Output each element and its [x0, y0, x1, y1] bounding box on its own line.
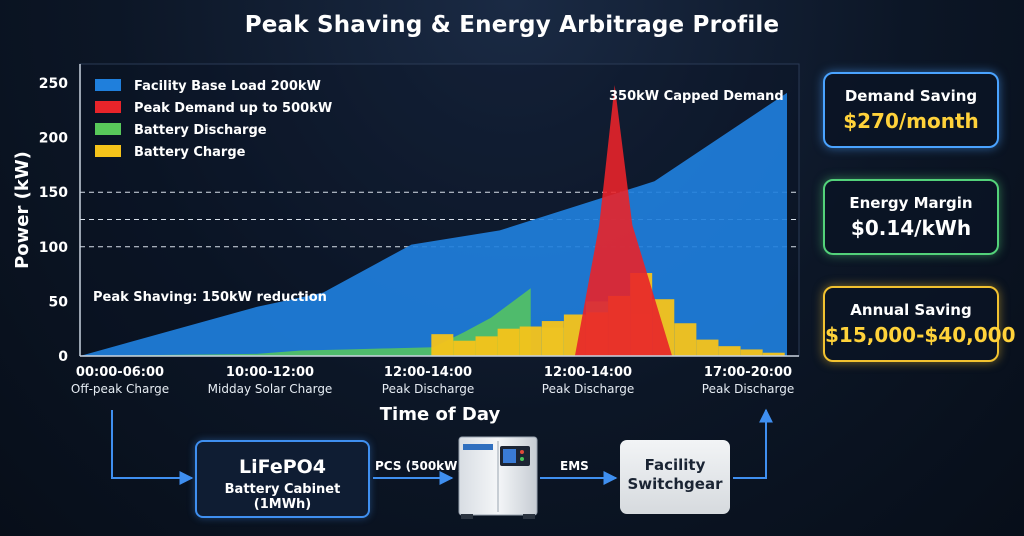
y-tick-labels: 0 50 100 150 200 250 — [39, 76, 68, 365]
kpi-value: $15,000-$40,000 — [825, 323, 1016, 347]
y-tick-label: 100 — [39, 240, 68, 256]
x-tick-time: 00:00-06:00 — [76, 365, 164, 380]
y-tick-label: 250 — [39, 76, 68, 92]
legend-label-battery-discharge: Battery Discharge — [134, 123, 267, 138]
series-layer — [80, 85, 787, 357]
pcs-label: PCS (500kW) — [375, 459, 463, 473]
legend-label-peak-demand: Peak Demand up to 500kW — [134, 101, 332, 116]
flow-arrow-to-battery — [111, 410, 194, 485]
x-tick-time: 17:00-20:00 — [704, 365, 792, 380]
kpi-value: $270/month — [843, 109, 979, 133]
y-tick-label: 0 — [58, 349, 68, 365]
charge-bar — [519, 326, 542, 356]
x-tick-labels: 00:00-06:00 Off-peak Charge 10:00-12:00 Mid… — [71, 365, 794, 396]
switchgear-line-2: Switchgear — [627, 475, 723, 493]
kpi-card-annual-saving: Annual Saving $15,000-$40,000 — [823, 286, 1016, 362]
pcs-cabinet-icon — [458, 436, 538, 519]
x-tick-label: Midday Solar Charge — [208, 382, 333, 396]
capped-demand-annotation: 350kW Capped Demand — [609, 89, 784, 104]
x-tick-label: Peak Discharge — [702, 382, 794, 396]
ems-label: EMS — [560, 459, 589, 473]
kpi-label: Energy Margin — [849, 194, 973, 212]
legend-label-base-load: Facility Base Load 200kW — [134, 79, 321, 94]
charge-bar — [453, 340, 476, 356]
x-tick-time: 10:00-12:00 — [226, 365, 314, 380]
charge-bar — [762, 352, 785, 356]
charge-bar — [475, 336, 498, 356]
charge-bar — [718, 346, 741, 356]
charge-bar — [541, 321, 564, 356]
charge-bar — [696, 339, 719, 356]
legend-swatch-battery-charge — [95, 145, 121, 157]
x-tick-time: 12:00-14:00 — [384, 365, 472, 380]
y-tick-label: 200 — [39, 131, 68, 147]
x-axis-title: Time of Day — [380, 404, 501, 425]
grid-lines — [80, 191, 799, 248]
charge-bar — [674, 323, 697, 356]
battery-subtitle: Battery Cabinet (1MWh) — [224, 482, 341, 512]
flow-arrow-to-discharge — [733, 408, 773, 479]
kpi-card-energy-margin: Energy Margin $0.14/kWh — [823, 179, 999, 255]
charge-bar — [740, 349, 763, 356]
kpi-label: Annual Saving — [850, 301, 972, 319]
legend-swatch-peak-demand — [95, 101, 121, 113]
y-tick-label: 150 — [39, 185, 68, 201]
kpi-label: Demand Saving — [844, 87, 978, 105]
switchgear-line-1: Facility — [644, 456, 706, 474]
legend: Facility Base Load 200kW Peak Demand up … — [95, 79, 332, 160]
x-tick-time: 12:00-14:00 — [544, 365, 632, 380]
legend-swatch-battery-discharge — [95, 123, 121, 135]
peak-shaving-annotation: Peak Shaving: 150kW reduction — [93, 290, 327, 305]
y-tick-label: 50 — [49, 294, 69, 310]
x-tick-label: Off-peak Charge — [71, 382, 169, 396]
x-tick-label: Peak Discharge — [382, 382, 474, 396]
legend-swatch-base-load — [95, 79, 121, 91]
switchgear-box: Facility Switchgear — [620, 440, 730, 514]
kpi-card-demand-saving: Demand Saving $270/month — [823, 72, 999, 148]
kpi-value: $0.14/kWh — [850, 216, 972, 240]
x-tick-label: Peak Discharge — [542, 382, 634, 396]
series-area-peak-demand — [574, 85, 673, 357]
chart-title: Peak Shaving & Energy Arbitrage Profile — [244, 12, 780, 38]
legend-label-battery-charge: Battery Charge — [134, 145, 246, 160]
charge-bar — [431, 334, 454, 356]
battery-title: LiFePO4 — [238, 456, 326, 478]
y-axis-title: Power (kW) — [12, 151, 33, 269]
battery-cabinet-box: LiFePO4 Battery Cabinet (1MWh) — [195, 440, 370, 518]
charge-bar — [497, 328, 520, 356]
